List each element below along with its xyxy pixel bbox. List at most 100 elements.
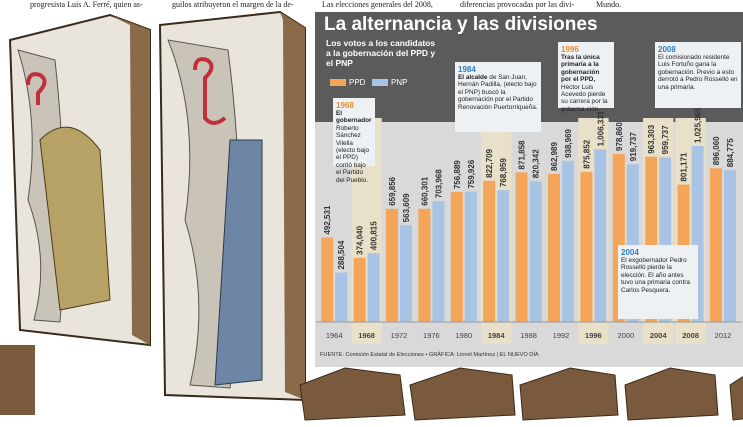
- annotation: 1996 Tras la única primaria a la gobernac…: [558, 42, 614, 113]
- x-tick-label: 2008: [682, 331, 699, 340]
- bar: [450, 192, 463, 322]
- value-label: 822,709: [485, 148, 494, 177]
- value-label: 492,531: [323, 205, 332, 234]
- ballot-boxes: [299, 367, 743, 421]
- value-label: 703,968: [434, 169, 443, 198]
- value-label: 875,852: [582, 139, 591, 168]
- bar: [515, 172, 528, 322]
- bar: [464, 191, 477, 322]
- x-tick-label: 1980: [455, 331, 472, 340]
- annotation-year: 1996: [561, 45, 579, 54]
- ballot-box: [624, 367, 719, 421]
- annotation-year: 2008: [658, 45, 676, 54]
- value-label: 919,737: [629, 132, 638, 161]
- bar: [335, 272, 348, 322]
- header-text: Mundo.: [596, 0, 622, 9]
- figure-legs: [214, 139, 263, 386]
- annotation: 1968 El gobernador Roberto Sánchez Vilell…: [333, 98, 375, 184]
- bar: [594, 149, 607, 322]
- value-label: 938,969: [564, 128, 573, 157]
- header-text: guilos atribuyeron el margen de la de-: [172, 0, 294, 9]
- chart-title: La alternancia y las divisiones: [324, 14, 598, 35]
- legend-label: PPD: [349, 78, 366, 87]
- x-tick-label: 1988: [520, 331, 537, 340]
- value-label: 659,856: [388, 176, 397, 205]
- annotation-lead: Tras la única primaria a la gobernación …: [561, 54, 600, 84]
- annotation-text: El exgobernador Pedro Rosselló pierde la…: [621, 257, 690, 294]
- bar: [418, 208, 431, 322]
- header-text: Las elecciones generales del 2008,: [322, 0, 433, 9]
- bar: [483, 180, 496, 322]
- legend-swatch: [372, 79, 388, 86]
- value-label: 400,815: [370, 221, 379, 250]
- figure: [39, 126, 111, 311]
- annotation: 2008 El comisionado residente Luis Fortuñ…: [655, 42, 741, 108]
- bar: [562, 160, 574, 322]
- annotation-text: Roberto Sánchez Vilella (electo bajo el …: [336, 124, 370, 184]
- value-label: 801,171: [680, 152, 689, 181]
- value-label: 820,342: [532, 149, 541, 178]
- bar: [432, 201, 445, 322]
- x-tick-label: 2012: [715, 331, 732, 340]
- x-tick-label: 2004: [650, 331, 668, 340]
- value-label: 1,006,331: [596, 110, 605, 146]
- value-label: 660,301: [420, 176, 429, 205]
- bar: [529, 181, 542, 322]
- x-tick-label: 1976: [423, 331, 440, 340]
- bar: [548, 173, 560, 322]
- header-text: diferencias provocadas por las divi-: [460, 0, 575, 9]
- legend-item: PNP: [372, 78, 407, 87]
- x-tick-label: 2000: [617, 331, 634, 340]
- value-label: 768,959: [499, 158, 508, 187]
- annotation: 2004 El exgobernador Pedro Rosselló pierd…: [618, 245, 698, 319]
- bar: [580, 171, 593, 322]
- ballot-box: [0, 345, 35, 415]
- value-label: 563,609: [402, 193, 411, 222]
- bar: [710, 168, 722, 322]
- ballot-box: [729, 375, 743, 421]
- value-label: 1,025,965: [694, 107, 703, 143]
- question-mark: [193, 57, 227, 125]
- annotation-lead: El gobernador: [336, 110, 372, 125]
- bar: [321, 237, 334, 322]
- annotation-text: El comisionado residente Luis Fortuño ga…: [658, 54, 738, 91]
- ballot-box: [299, 367, 406, 421]
- annotation-year: 2004: [621, 248, 639, 257]
- annotation-lead: El alcalde: [458, 74, 488, 81]
- question-mark: [26, 72, 47, 105]
- bar: [386, 208, 398, 322]
- legend-label: PNP: [391, 78, 408, 87]
- x-tick-label: 1968: [358, 331, 375, 340]
- value-label: 871,858: [518, 140, 527, 169]
- bar: [497, 190, 510, 322]
- chart-subtitle: Los votos a los candidatos a la gobernac…: [326, 38, 436, 68]
- annotation-year: 1968: [336, 101, 354, 110]
- booth-side: [280, 12, 305, 400]
- x-tick-label: 1964: [326, 331, 343, 340]
- value-label: 959,737: [661, 125, 670, 154]
- value-label: 963,303: [647, 124, 656, 153]
- source: FUENTE: Comisión Estatal de Elecciones •…: [320, 352, 539, 358]
- value-label: 288,504: [337, 240, 346, 269]
- ballot-box: [519, 367, 619, 421]
- annotation-year: 1984: [458, 65, 476, 74]
- value-label: 759,926: [467, 159, 476, 188]
- bar: [367, 253, 380, 322]
- annotation: 1984 El alcalde de San Juan, Hernán Padil…: [455, 62, 541, 132]
- legend-swatch: [330, 79, 346, 86]
- bar: [724, 170, 736, 322]
- bar: [353, 257, 366, 322]
- x-tick-label: 1996: [585, 331, 602, 340]
- x-tick-label: 1972: [391, 331, 408, 340]
- bar: [400, 225, 412, 322]
- annotation-text: de San Juan, Hernán Padilla, (electo baj…: [458, 74, 538, 111]
- value-label: 374,040: [356, 225, 365, 254]
- booth-side: [110, 15, 150, 345]
- legend-item: PPD: [330, 78, 365, 87]
- x-tick-label: 1984: [488, 331, 506, 340]
- value-label: 896,060: [712, 136, 721, 165]
- value-label: 756,889: [453, 160, 462, 189]
- value-label: 978,860: [615, 122, 624, 151]
